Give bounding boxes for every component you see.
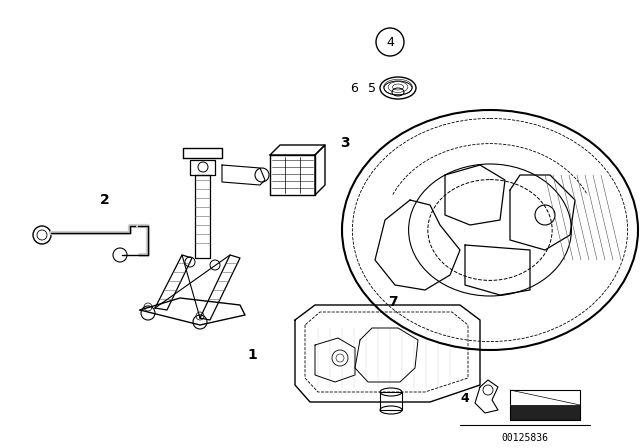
Text: 1: 1 [247, 348, 257, 362]
Text: 2: 2 [100, 193, 110, 207]
Text: 00125836: 00125836 [502, 433, 548, 443]
Bar [380, 392, 402, 410]
Bar [510, 405, 580, 420]
Text: 3: 3 [340, 136, 350, 150]
Text: 4: 4 [461, 392, 469, 405]
Text: 7: 7 [388, 295, 398, 309]
Text: 4: 4 [386, 35, 394, 48]
Text: 5: 5 [368, 82, 376, 95]
Text: 6: 6 [350, 82, 358, 95]
